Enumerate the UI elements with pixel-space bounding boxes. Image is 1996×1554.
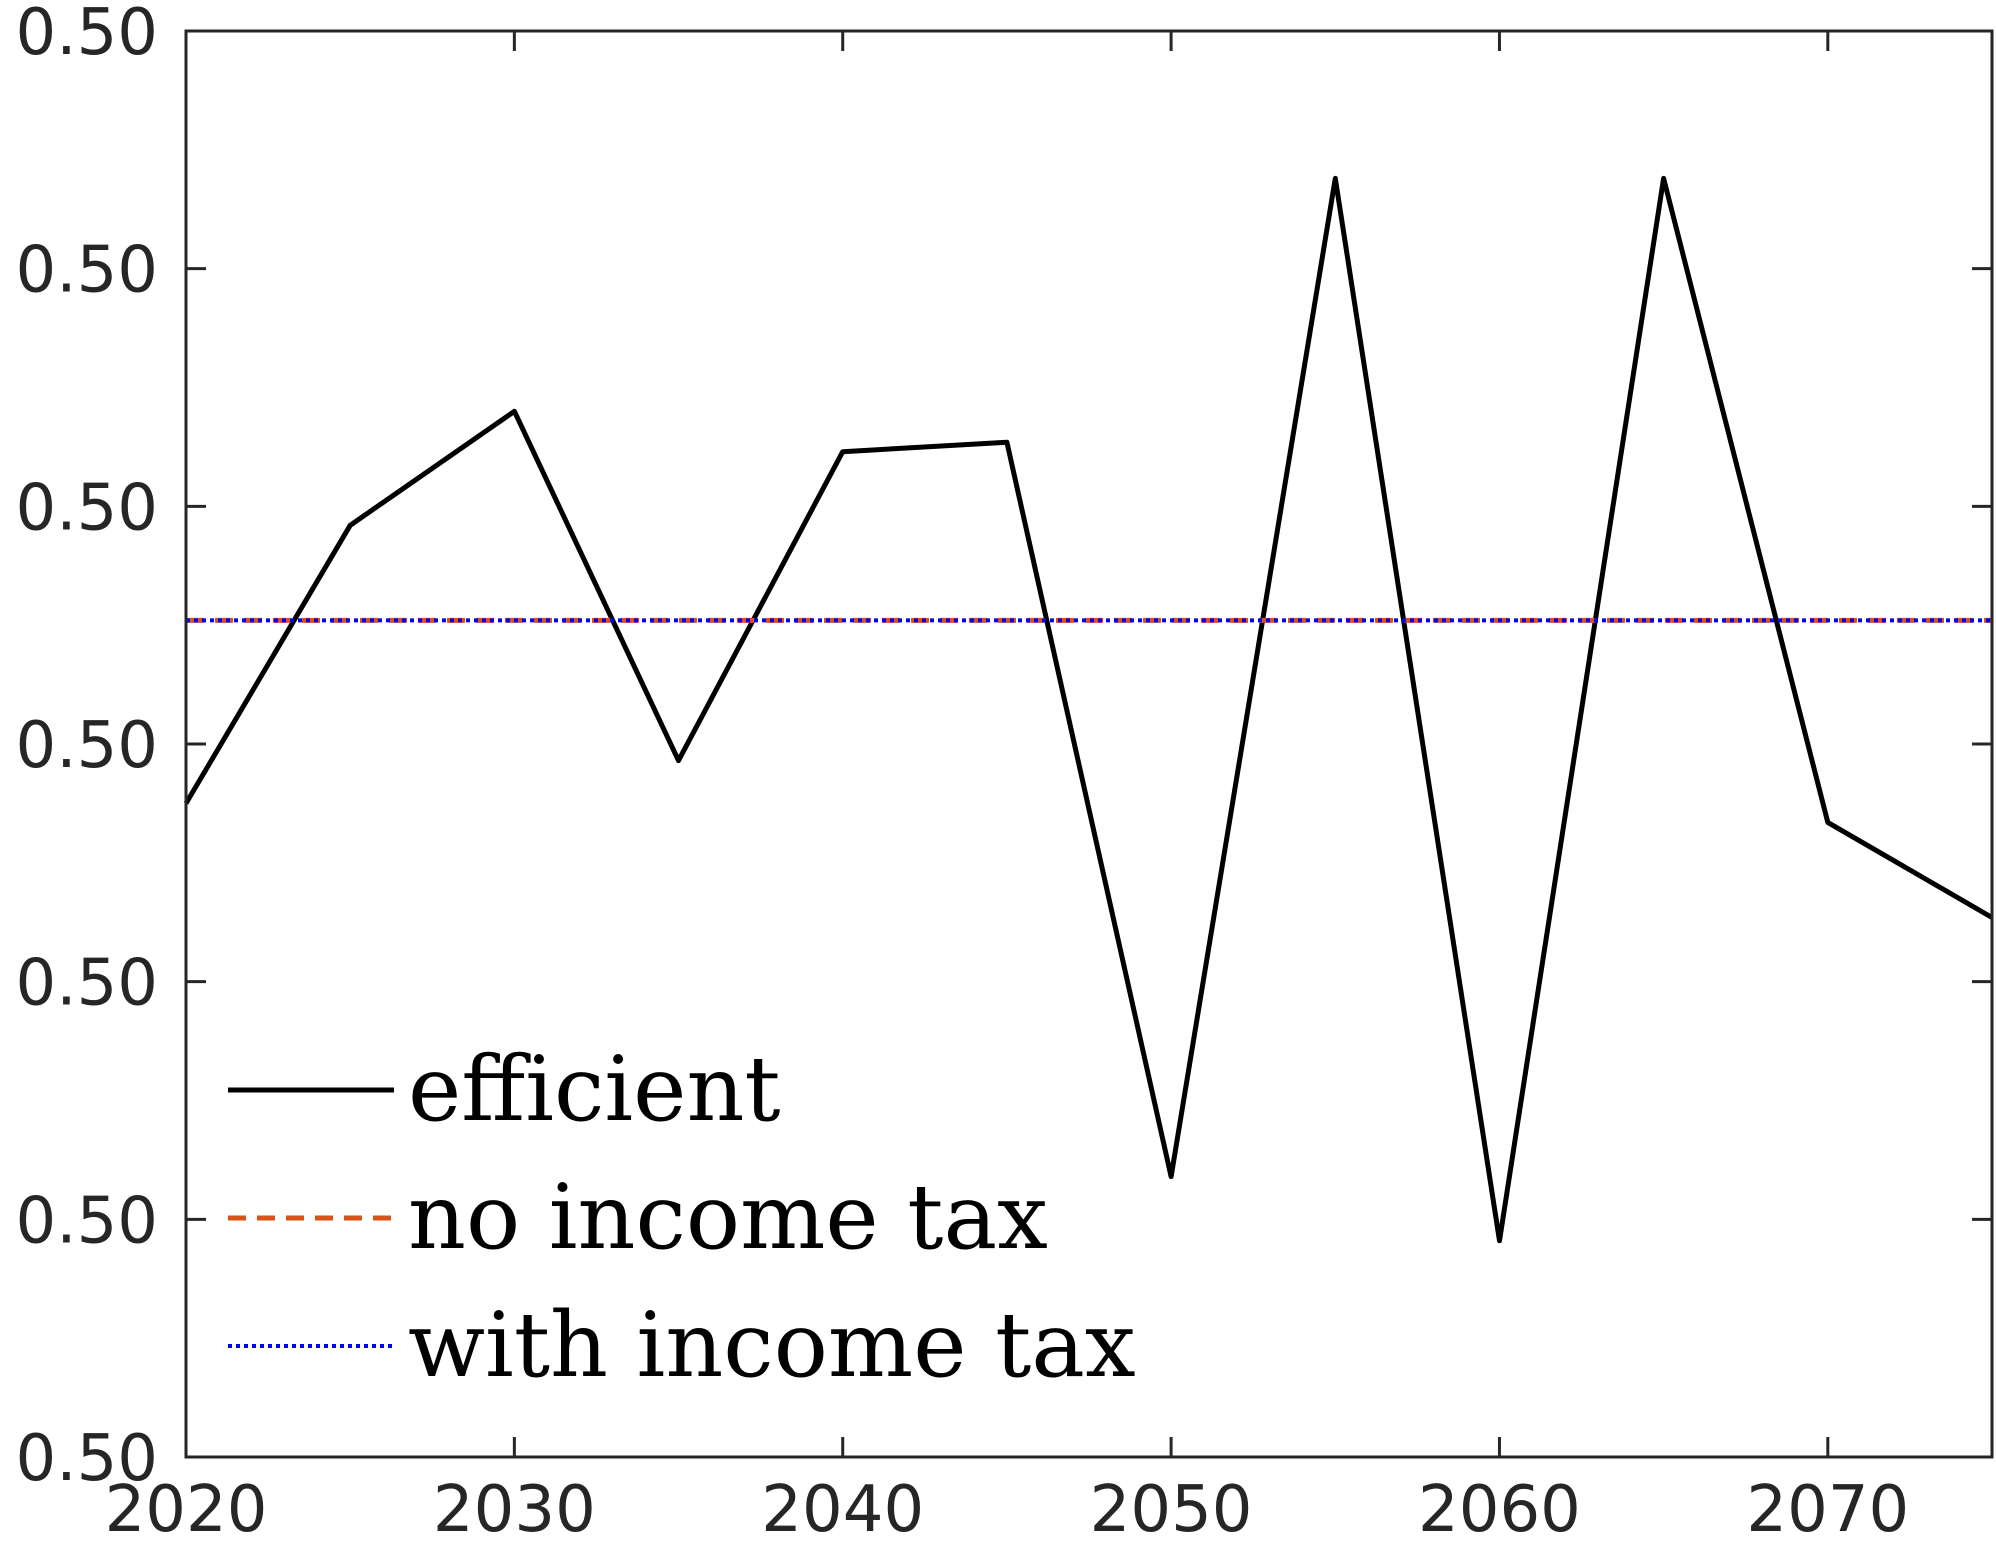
legend: efficient no income tax with income tax bbox=[228, 1037, 1136, 1398]
y-tick-label: 0.50 bbox=[16, 1422, 159, 1496]
legend-label-1: no income tax bbox=[408, 1165, 1048, 1270]
x-tick-label: 2050 bbox=[1090, 1473, 1253, 1547]
x-tick-label: 2030 bbox=[433, 1473, 596, 1547]
y-tick-label: 0.50 bbox=[16, 471, 159, 545]
x-tick-label: 2060 bbox=[1418, 1473, 1581, 1547]
series-layer bbox=[183, 175, 1994, 1244]
y-tick-label: 0.50 bbox=[16, 1184, 159, 1258]
x-tick-label: 2070 bbox=[1746, 1473, 1909, 1547]
y-tick-label: 0.50 bbox=[16, 0, 159, 70]
y-tick-label: 0.50 bbox=[16, 947, 159, 1021]
y-tick-label: 0.50 bbox=[16, 709, 159, 783]
x-tick-label: 2040 bbox=[761, 1473, 924, 1547]
x-tick-label: 2020 bbox=[105, 1473, 268, 1547]
series-line-0 bbox=[183, 175, 1994, 1244]
legend-label-2: with income tax bbox=[408, 1293, 1136, 1398]
y-tick-label: 0.50 bbox=[16, 234, 159, 308]
tick-layer: 2020 2030 2040 2050 2060 2070 0.50 0.50 0.50 0.50… bbox=[16, 0, 1992, 1547]
legend-label-0: efficient bbox=[408, 1037, 781, 1142]
